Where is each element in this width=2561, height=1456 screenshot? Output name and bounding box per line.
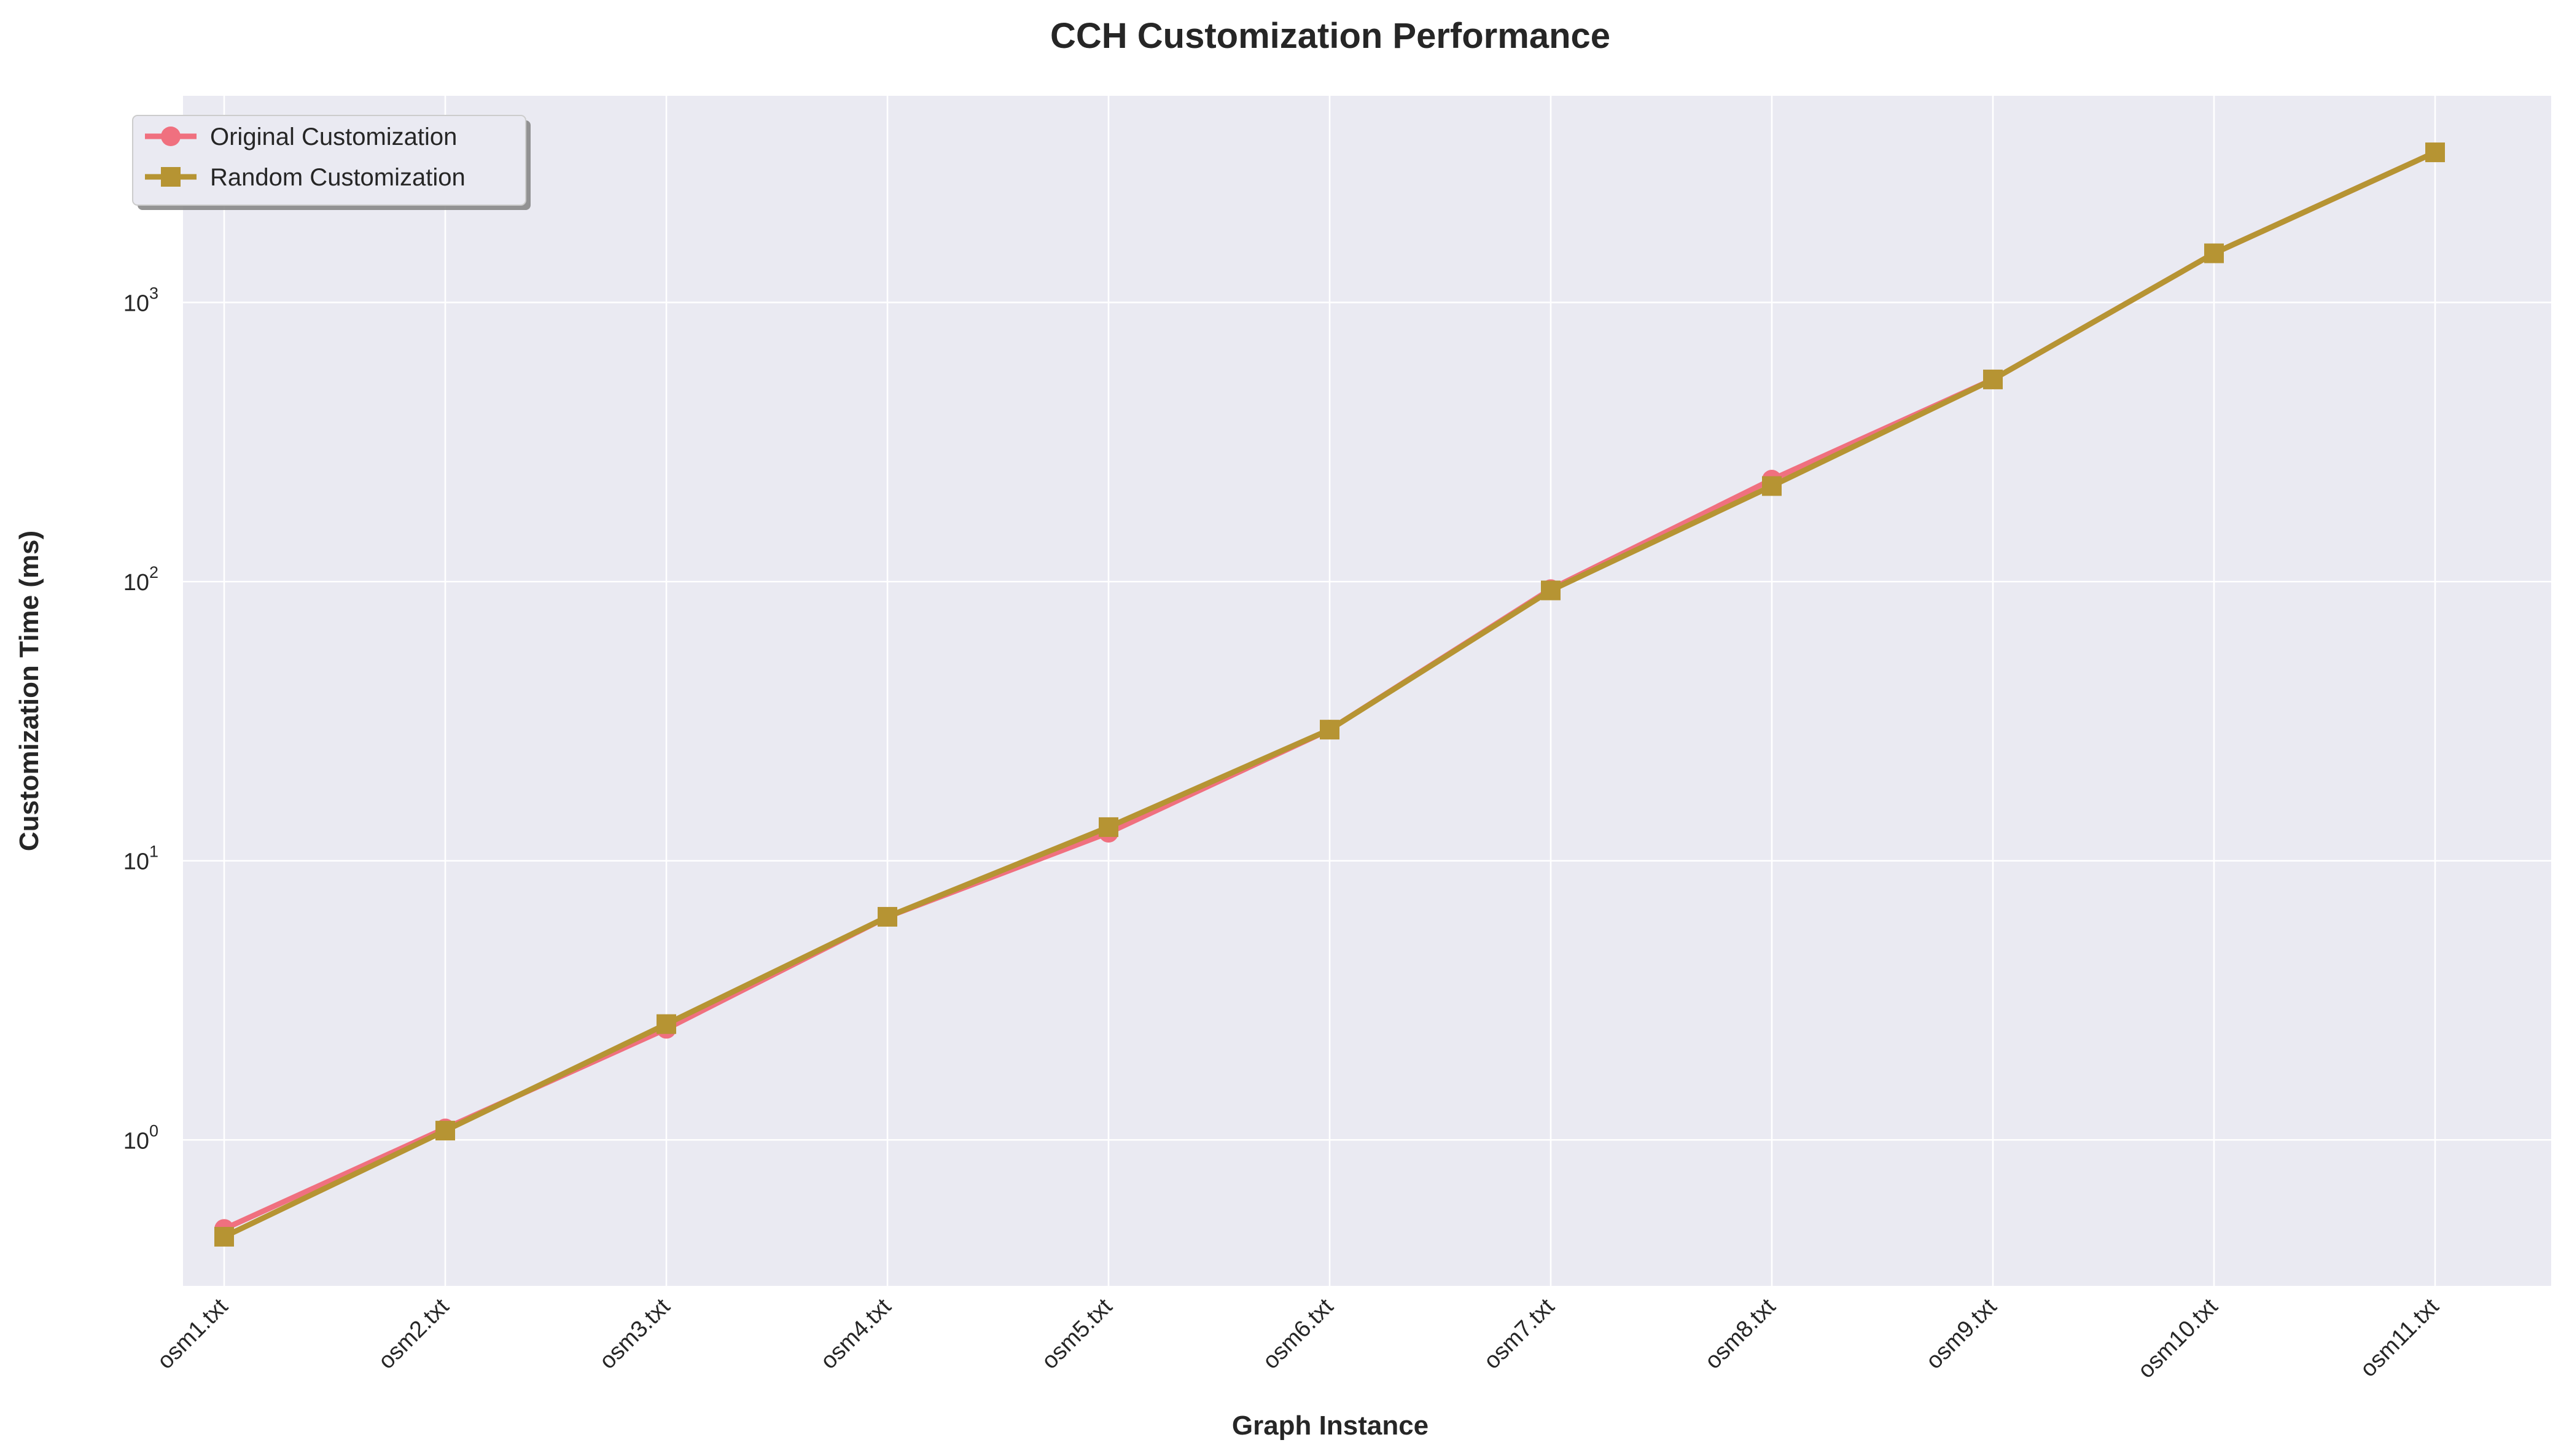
legend: Original Customization Random Customizati…: [132, 115, 531, 210]
data-point: [1320, 720, 1339, 740]
data-point: [657, 1014, 676, 1034]
y-tick-label: 103: [123, 284, 158, 317]
data-point: [435, 1121, 455, 1141]
y-tick-exponent: 3: [149, 284, 158, 303]
y-axis-title: Customization Time (ms): [14, 531, 44, 851]
data-point: [878, 906, 897, 927]
legend-box: [132, 115, 526, 206]
x-axis-title: Graph Instance: [1232, 1411, 1429, 1441]
legend-marker: [161, 167, 181, 187]
data-point: [1541, 580, 1561, 601]
y-tick-label: 102: [123, 563, 158, 596]
data-point: [2204, 243, 2224, 263]
data-point: [2425, 142, 2445, 163]
grid: [183, 96, 2551, 1286]
y-tick-base: 10: [123, 570, 149, 596]
data-point: [1762, 476, 1782, 496]
series-square: [214, 142, 2445, 1247]
plot-area: [183, 96, 2551, 1286]
y-tick-label: 100: [123, 1121, 158, 1154]
y-tick-exponent: 1: [149, 843, 158, 861]
legend-entries: Original Customization Random Customizati…: [145, 123, 466, 191]
chart-title: CCH Customization Performance: [1050, 16, 1610, 56]
legend-label: Random Customization: [210, 164, 466, 191]
data-point: [1099, 817, 1118, 837]
y-tick-base: 10: [123, 291, 149, 317]
legend-label: Original Customization: [210, 123, 457, 150]
legend-marker: [161, 127, 181, 146]
y-tick-exponent: 2: [149, 563, 158, 582]
y-tick-base: 10: [123, 849, 149, 875]
data-point: [1983, 369, 2003, 389]
y-tick-exponent: 0: [149, 1121, 158, 1140]
series-layer: [214, 142, 2445, 1247]
data-point: [214, 1226, 234, 1247]
y-tick-base: 10: [123, 1128, 149, 1154]
y-tick-label: 101: [123, 843, 158, 875]
